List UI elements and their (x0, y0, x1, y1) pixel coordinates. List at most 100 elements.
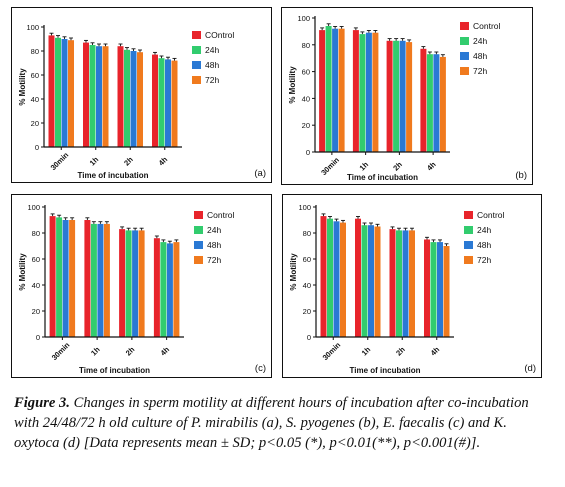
bar (132, 230, 139, 337)
panel-label: (c) (255, 363, 266, 374)
y-tick-label: 20 (302, 121, 310, 130)
y-tick-label: 20 (32, 307, 40, 316)
y-tick-label: 60 (32, 255, 40, 264)
bar (124, 49, 130, 147)
y-tick-label: 0 (306, 148, 310, 157)
chart-panel-b: 0 20 40 60 80 100 30min 1h 2h 4h % Motility Time of… (281, 7, 533, 185)
bar (69, 220, 76, 337)
bar (138, 230, 145, 337)
bar (130, 51, 137, 147)
legend-label: 24h (473, 36, 487, 46)
legend-swatch (460, 22, 469, 30)
bar (90, 223, 97, 337)
x-tick-label: 30min (321, 340, 343, 362)
bar (409, 230, 415, 337)
y-tick-label: 80 (303, 229, 311, 238)
bar (359, 34, 366, 152)
x-tick-label: 4h (429, 345, 442, 358)
x-tick-label: 4h (159, 345, 172, 358)
legend-label: 24h (205, 45, 219, 55)
figure-caption: Figure 3. Changes in sperm motility at d… (14, 393, 554, 453)
bar (361, 225, 368, 337)
legend-label: 72h (477, 255, 491, 265)
bar (55, 37, 61, 147)
bar (386, 40, 393, 152)
chart-b: 0 20 40 60 80 100 30min 1h 2h 4h % Motility Time of… (288, 14, 527, 182)
bar (320, 216, 327, 337)
y-tick-label: 80 (32, 229, 40, 238)
x-axis-label: Time of incubation (347, 173, 418, 182)
legend-label: 72h (473, 66, 487, 76)
bar (389, 229, 396, 337)
bar (117, 46, 124, 148)
bar (153, 238, 160, 337)
x-tick-label: 4h (157, 155, 170, 168)
legend-swatch (192, 61, 201, 69)
y-tick-label: 0 (307, 333, 311, 342)
legend-label: Control (477, 210, 505, 220)
y-axis-label: % Motility (18, 68, 27, 106)
bar (125, 230, 132, 337)
y-tick-label: 40 (303, 281, 311, 290)
bar (430, 242, 437, 337)
bar (165, 59, 171, 147)
legend-label: 48h (207, 240, 221, 250)
bar (166, 243, 173, 337)
bar (119, 229, 126, 337)
y-axis-label: % Motility (289, 253, 298, 291)
legend-label: 48h (205, 60, 219, 70)
bar (402, 230, 409, 337)
bar (48, 35, 55, 147)
bar (319, 30, 326, 153)
bar (424, 239, 430, 337)
chart-d: 0 20 40 60 80 100 30min 1h 2h 4h % Motility Time of… (289, 203, 536, 375)
bar (433, 54, 440, 153)
bar (426, 54, 433, 153)
panel-label: (b) (515, 170, 527, 181)
y-axis-label: % Motility (18, 253, 27, 291)
legend-swatch (460, 52, 469, 60)
y-tick-label: 0 (35, 143, 39, 152)
y-tick-label: 40 (31, 95, 39, 104)
legend-swatch (464, 226, 473, 234)
x-axis-label: Time of incubation (78, 171, 149, 180)
legend-label: 72h (205, 75, 219, 85)
bar (439, 56, 446, 152)
bar (327, 218, 333, 337)
chart-c: 0 20 40 60 80 100 30min 1h 2h 4h % Motility Time of… (18, 203, 266, 375)
bar (97, 223, 104, 337)
y-tick-label: 20 (303, 307, 311, 316)
x-tick-label: 1h (360, 345, 373, 358)
bar (374, 226, 381, 337)
bar (68, 40, 74, 148)
legend-label: 48h (473, 51, 487, 61)
y-tick-label: 60 (31, 71, 39, 80)
bar (102, 46, 109, 148)
x-tick-label: 2h (391, 160, 404, 173)
y-tick-label: 80 (302, 41, 310, 50)
x-tick-label: 2h (122, 155, 135, 168)
panel-label: (a) (254, 168, 266, 179)
bar (171, 60, 178, 147)
y-tick-label: 60 (302, 68, 310, 77)
bar (332, 28, 339, 153)
bar (338, 28, 345, 153)
x-tick-label: 2h (394, 345, 407, 358)
bar (393, 40, 400, 152)
y-tick-label: 100 (297, 14, 310, 23)
legend-label: Control (473, 21, 501, 31)
legend-label: COntrol (205, 30, 234, 40)
legend-swatch (464, 241, 473, 249)
bar (396, 230, 402, 337)
bar (437, 242, 443, 337)
bar (84, 220, 91, 337)
bar (372, 32, 379, 153)
legend-swatch (194, 241, 203, 249)
bar (420, 48, 427, 152)
bar (340, 222, 346, 337)
legend-swatch (192, 76, 201, 84)
x-tick-label: 1h (88, 155, 101, 168)
caption-text: Changes in sperm motility at different h… (14, 395, 529, 451)
x-tick-label: 30min (49, 150, 71, 172)
legend-swatch (192, 46, 201, 54)
